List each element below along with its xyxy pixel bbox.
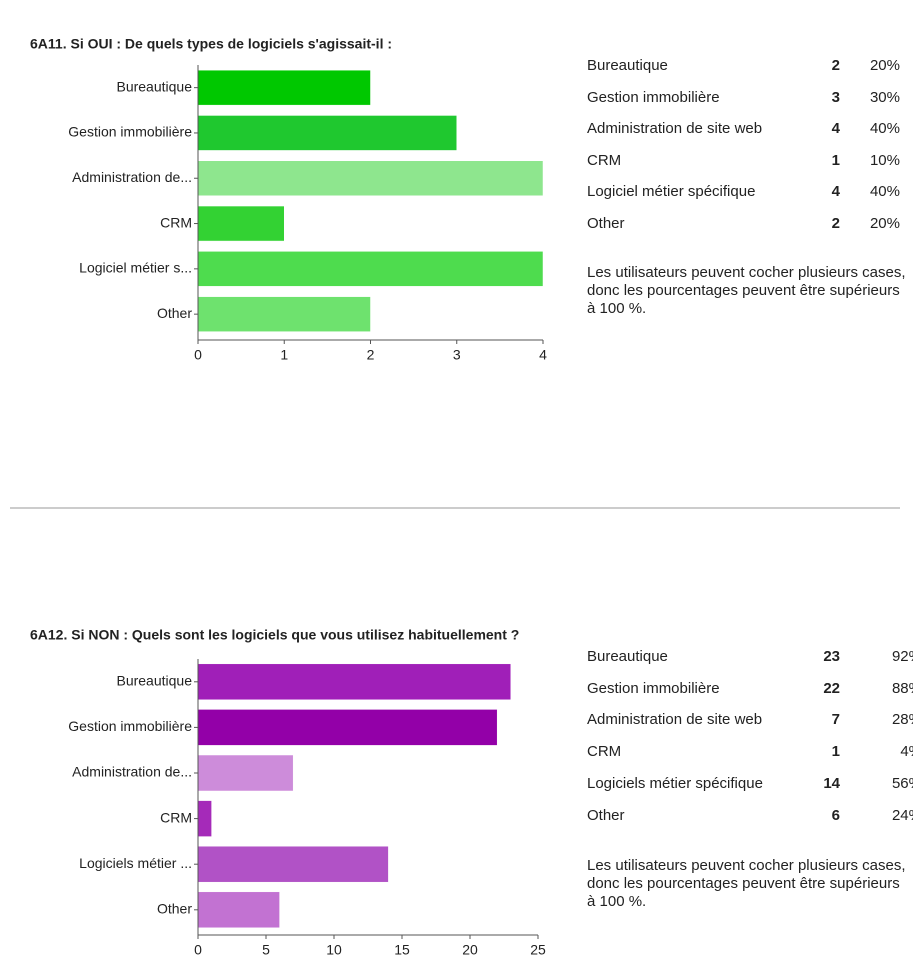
bar (197, 251, 544, 287)
row-percent: 10% (869, 151, 900, 169)
row-percent: 28% (891, 711, 913, 729)
row-count: 4 (831, 183, 840, 201)
row-name: Gestion immobilière (587, 88, 720, 106)
x-tick-label: 1 (280, 347, 288, 363)
row-name: Other (587, 215, 625, 232)
x-tick-label: 25 (530, 942, 546, 958)
bar (197, 296, 371, 332)
row-percent: 92% (891, 648, 913, 665)
x-tick-label: 10 (326, 942, 342, 958)
note: Les utilisateurs peuvent cocher plusieur… (587, 857, 906, 910)
bar (197, 891, 280, 929)
row-name: Bureautique (587, 57, 668, 74)
y-tick-label: Administration de... (72, 169, 192, 185)
bar (197, 800, 212, 837)
row-percent: 88% (891, 679, 913, 697)
bar (197, 754, 294, 792)
x-tick-label: 2 (367, 347, 375, 363)
y-tick-label: Logiciels métier ... (79, 855, 192, 871)
x-tick-label: 3 (453, 347, 461, 363)
row-count: 1 (831, 151, 840, 169)
row-count: 2 (831, 57, 840, 74)
row-percent: 4% (900, 743, 913, 761)
y-tick-label: Gestion immobilière (68, 718, 192, 734)
chart-title: 6A11. Si OUI : De quels types de logicie… (30, 36, 392, 52)
x-tick-label: 0 (194, 347, 202, 363)
bar (197, 845, 389, 883)
y-tick-label: CRM (160, 214, 192, 230)
bar (197, 69, 371, 106)
row-percent: 40% (869, 120, 900, 138)
x-tick-label: 15 (394, 942, 410, 958)
row-count: 6 (831, 806, 840, 824)
note: Les utilisateurs peuvent cocher plusieur… (587, 264, 906, 317)
row-name: Logiciel métier spécifique (587, 183, 756, 201)
row-count: 3 (831, 88, 840, 106)
y-tick-label: Administration de... (72, 764, 192, 780)
y-tick-label: Bureautique (116, 673, 192, 689)
row-count: 4 (831, 120, 840, 138)
row-percent: 20% (869, 57, 900, 74)
row-percent: 56% (891, 774, 913, 792)
row-percent: 40% (869, 183, 900, 201)
bar (197, 663, 512, 701)
row-percent: 30% (869, 88, 900, 106)
y-tick-label: Logiciel métier s... (79, 260, 192, 276)
row-name: Bureautique (587, 648, 668, 665)
row-count: 1 (831, 743, 840, 761)
row-percent: 24% (891, 806, 913, 824)
x-tick-label: 0 (194, 942, 202, 958)
y-tick-label: Bureautique (116, 78, 192, 94)
row-name: Administration de site web (587, 120, 763, 138)
row-count: 2 (831, 215, 840, 232)
row-name: Administration de site web (587, 711, 763, 729)
row-name: Other (587, 806, 625, 824)
row-count: 7 (831, 711, 840, 729)
y-tick-label: Other (157, 901, 192, 917)
x-tick-label: 5 (262, 942, 270, 958)
row-name: CRM (587, 743, 622, 761)
row-count: 23 (823, 648, 840, 665)
row-name: Gestion immobilière (587, 679, 720, 697)
row-count: 14 (823, 774, 840, 792)
y-tick-label: CRM (160, 809, 192, 825)
row-percent: 20% (869, 215, 900, 232)
bar (197, 160, 544, 196)
x-tick-label: 4 (539, 347, 547, 363)
row-count: 22 (823, 679, 840, 697)
chart-title: 6A12. Si NON : Quels sont les logiciels … (30, 627, 519, 643)
bar (197, 205, 285, 242)
bar (197, 709, 498, 746)
y-tick-label: Gestion immobilière (68, 124, 192, 140)
row-name: Logiciels métier spécifique (587, 774, 763, 792)
row-name: CRM (587, 151, 622, 169)
y-tick-label: Other (157, 305, 192, 321)
x-tick-label: 20 (462, 942, 478, 958)
bar (197, 115, 457, 151)
